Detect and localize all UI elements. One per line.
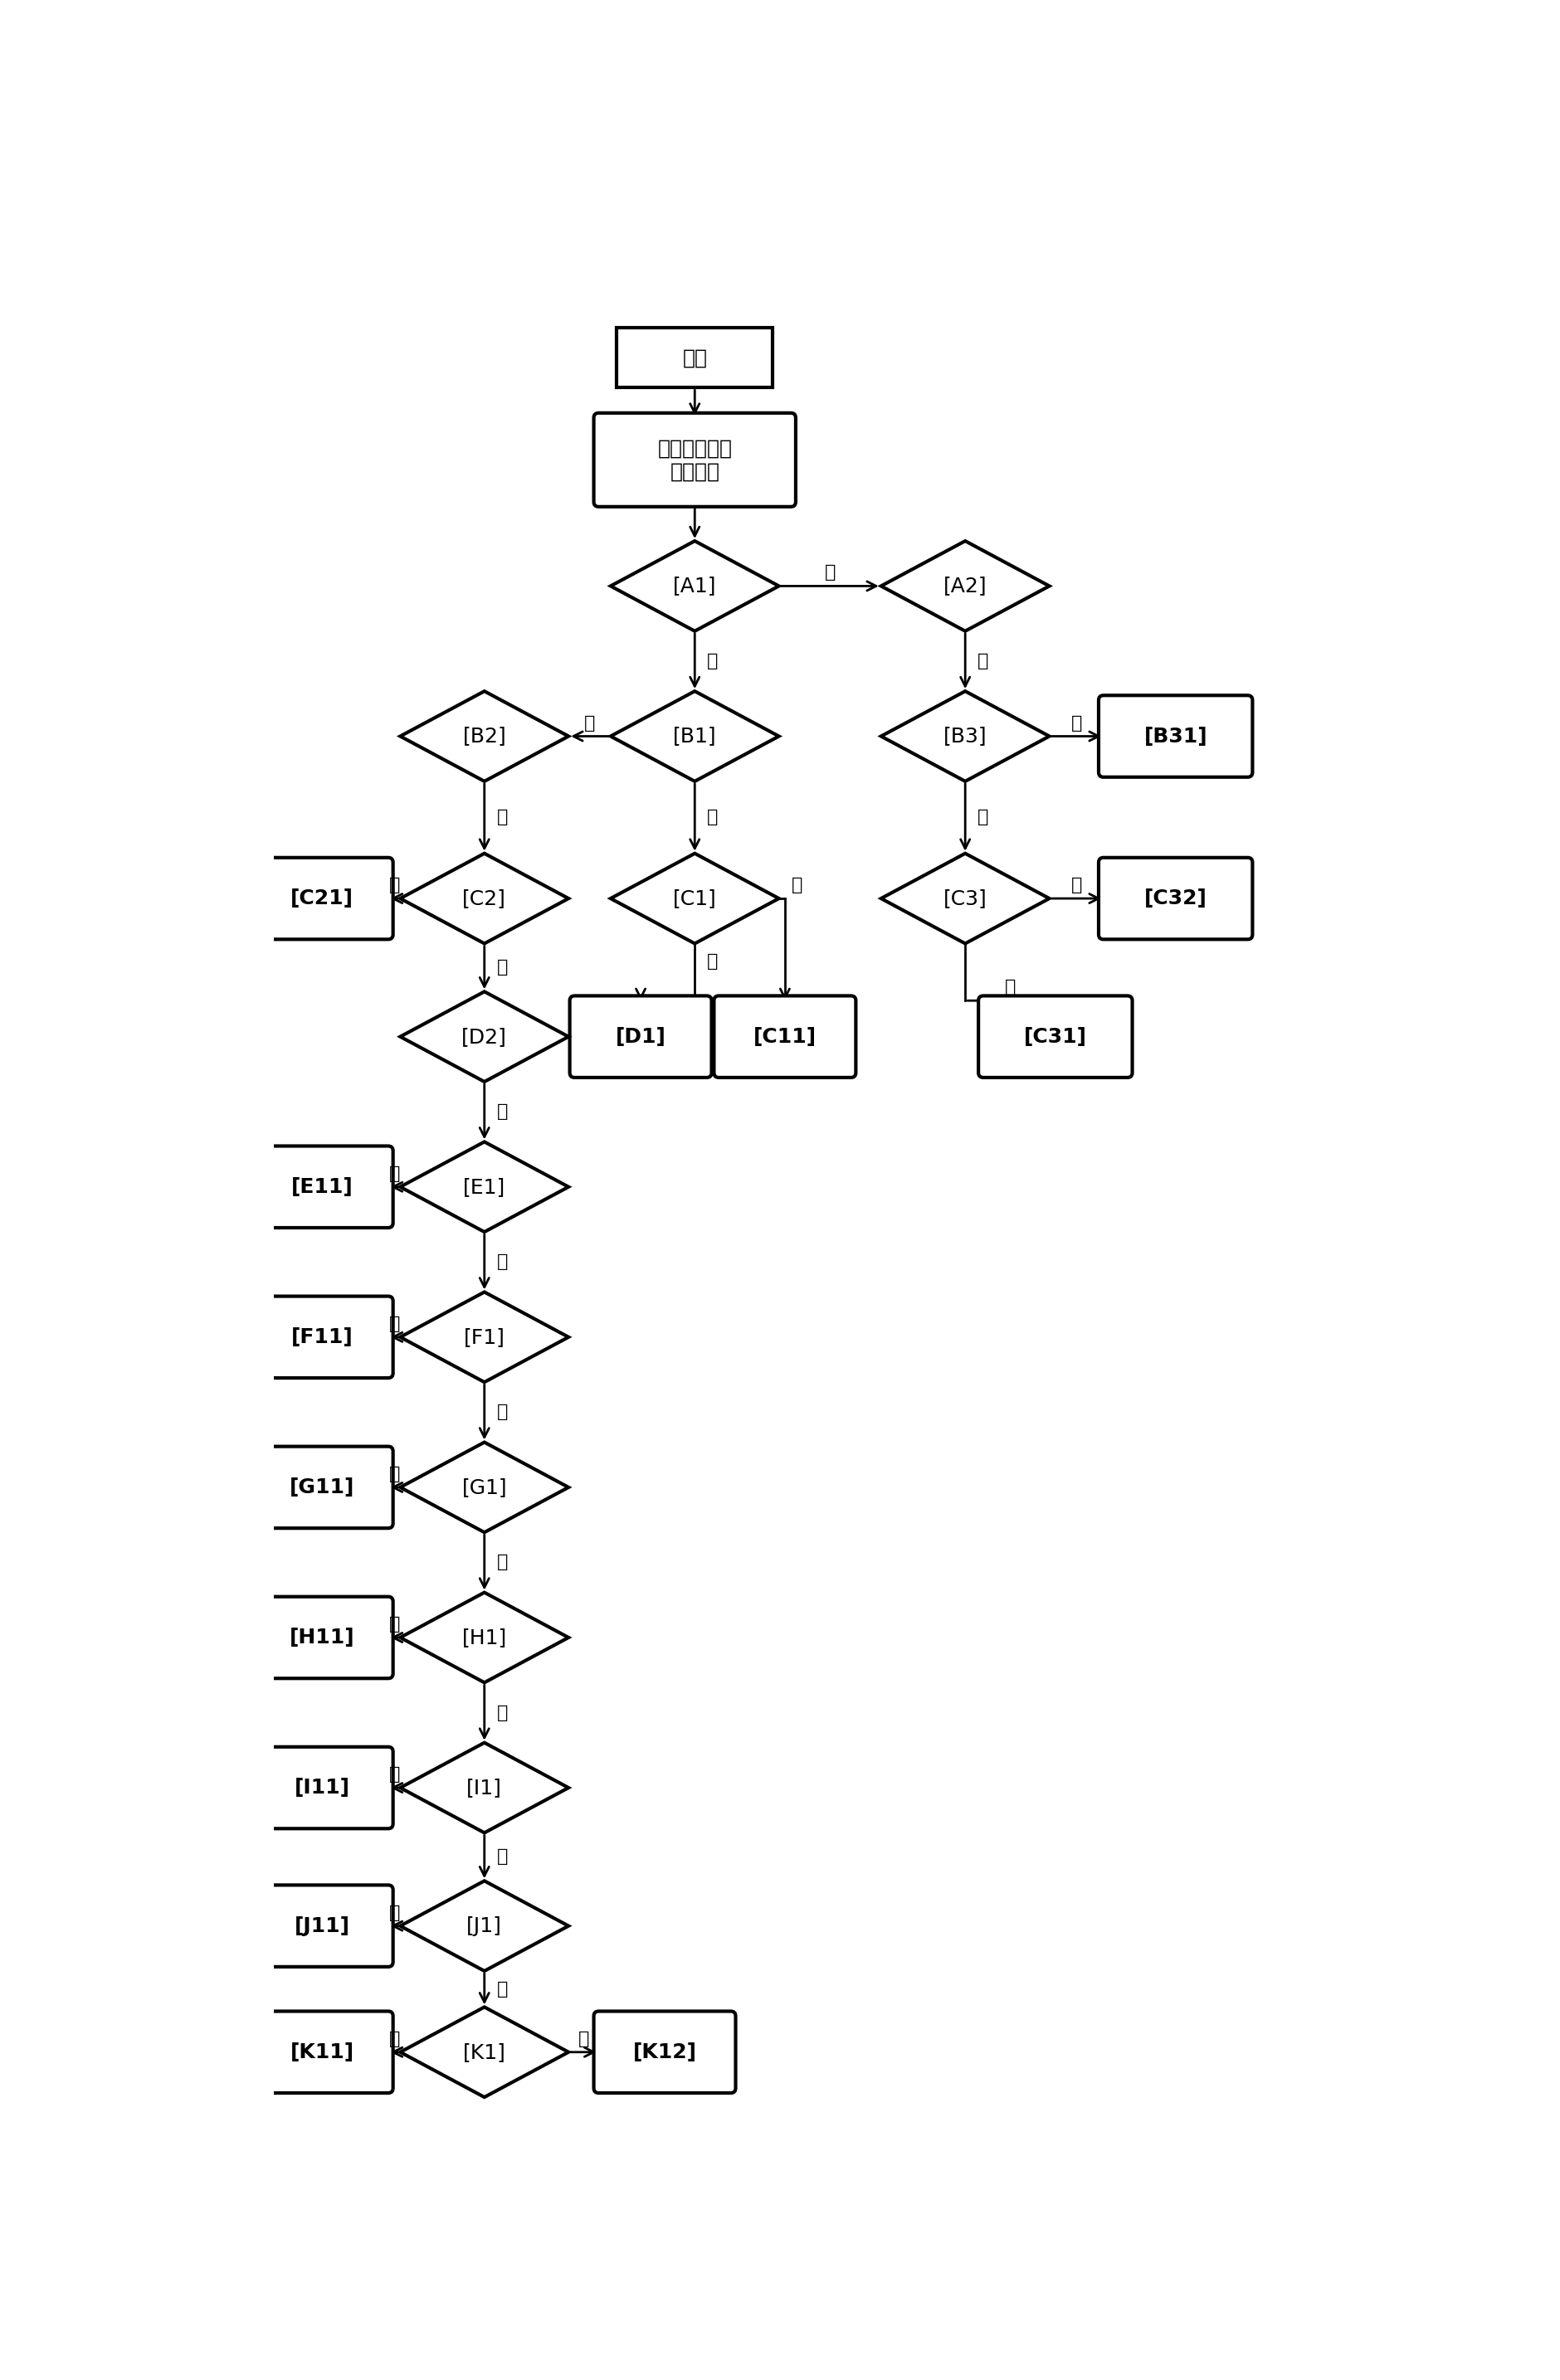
Text: 否: 否 (496, 1554, 507, 1571)
Text: 否: 否 (496, 1980, 507, 1997)
FancyBboxPatch shape (251, 1885, 393, 1966)
Polygon shape (399, 1142, 568, 1233)
Polygon shape (880, 690, 1048, 781)
Text: [A1]: [A1] (672, 576, 716, 595)
FancyBboxPatch shape (1098, 857, 1251, 940)
Text: 是: 是 (707, 652, 718, 669)
Text: 上位机收到下
位机信息: 上位机收到下 位机信息 (657, 438, 732, 481)
Text: [H11]: [H11] (289, 1628, 354, 1647)
Text: 否: 否 (583, 714, 594, 731)
Text: 否: 否 (388, 1904, 399, 1921)
FancyBboxPatch shape (978, 995, 1131, 1078)
Polygon shape (399, 1880, 568, 1971)
Text: [C2]: [C2] (462, 888, 505, 909)
Text: [E1]: [E1] (463, 1178, 505, 1197)
Polygon shape (399, 2006, 568, 2097)
FancyBboxPatch shape (251, 1147, 393, 1228)
Text: [D2]: [D2] (462, 1026, 507, 1047)
FancyBboxPatch shape (251, 1447, 393, 1528)
Text: 是: 是 (388, 1766, 399, 1783)
Text: [C3]: [C3] (942, 888, 986, 909)
Text: 否: 否 (388, 1316, 399, 1333)
Text: [D1]: [D1] (615, 1026, 666, 1047)
Polygon shape (880, 540, 1048, 631)
Text: [G11]: [G11] (290, 1478, 354, 1497)
Polygon shape (610, 854, 778, 942)
Text: [I1]: [I1] (466, 1778, 502, 1797)
Polygon shape (399, 854, 568, 942)
Text: 否: 否 (388, 1166, 399, 1183)
Text: 是: 是 (707, 954, 718, 971)
Text: 是: 是 (1005, 978, 1016, 995)
Text: 否: 否 (1070, 876, 1081, 892)
Text: [F11]: [F11] (292, 1328, 353, 1347)
FancyBboxPatch shape (569, 995, 711, 1078)
Text: 是: 是 (496, 959, 507, 976)
Polygon shape (399, 1442, 568, 1533)
Polygon shape (610, 540, 778, 631)
Text: [K12]: [K12] (632, 2042, 696, 2061)
Text: 是: 是 (496, 1404, 507, 1421)
FancyBboxPatch shape (1098, 695, 1251, 778)
Text: 是: 是 (496, 809, 507, 826)
Text: 否: 否 (496, 1704, 507, 1721)
Text: 否: 否 (791, 876, 802, 892)
Text: 否: 否 (824, 564, 835, 581)
Text: [B31]: [B31] (1143, 726, 1207, 747)
Text: [K11]: [K11] (290, 2042, 354, 2061)
Text: [C21]: [C21] (290, 888, 354, 909)
Text: 是: 是 (496, 1849, 507, 1866)
Text: 是: 是 (707, 809, 718, 826)
Text: 是: 是 (496, 1254, 507, 1271)
Text: 是: 是 (577, 2030, 588, 2047)
Text: 是: 是 (388, 1466, 399, 1483)
Text: [J11]: [J11] (295, 1916, 349, 1935)
Text: [B1]: [B1] (672, 726, 716, 747)
Text: [B2]: [B2] (462, 726, 505, 747)
Polygon shape (399, 1292, 568, 1383)
Polygon shape (610, 690, 778, 781)
Text: [G1]: [G1] (462, 1478, 507, 1497)
Text: [F1]: [F1] (463, 1328, 505, 1347)
Polygon shape (399, 690, 568, 781)
Text: [E11]: [E11] (292, 1178, 353, 1197)
FancyBboxPatch shape (593, 2011, 735, 2092)
Text: 是: 是 (388, 1616, 399, 1633)
FancyBboxPatch shape (593, 414, 796, 507)
Bar (616, 328, 772, 388)
Text: [B3]: [B3] (942, 726, 986, 747)
Text: 是: 是 (977, 652, 987, 669)
Polygon shape (880, 854, 1048, 942)
Text: 否: 否 (388, 2030, 399, 2047)
Text: [C31]: [C31] (1023, 1026, 1086, 1047)
Polygon shape (399, 1742, 568, 1833)
Text: [I11]: [I11] (295, 1778, 349, 1797)
Polygon shape (399, 1592, 568, 1683)
FancyBboxPatch shape (251, 1747, 393, 1828)
FancyBboxPatch shape (251, 2011, 393, 2092)
Text: 是: 是 (977, 809, 987, 826)
FancyBboxPatch shape (713, 995, 855, 1078)
Text: [J1]: [J1] (466, 1916, 502, 1935)
FancyBboxPatch shape (251, 857, 393, 940)
Text: 开始: 开始 (682, 347, 707, 367)
FancyBboxPatch shape (251, 1297, 393, 1378)
Text: [K1]: [K1] (463, 2042, 505, 2061)
Text: 是: 是 (496, 1104, 507, 1121)
Text: [H1]: [H1] (462, 1628, 507, 1647)
Text: [C11]: [C11] (753, 1026, 816, 1047)
Text: [A2]: [A2] (942, 576, 986, 595)
Text: 否: 否 (388, 876, 399, 892)
Polygon shape (399, 992, 568, 1083)
Text: [C32]: [C32] (1143, 888, 1206, 909)
FancyBboxPatch shape (251, 1597, 393, 1678)
Text: [C1]: [C1] (672, 888, 716, 909)
Text: 否: 否 (1070, 714, 1081, 731)
